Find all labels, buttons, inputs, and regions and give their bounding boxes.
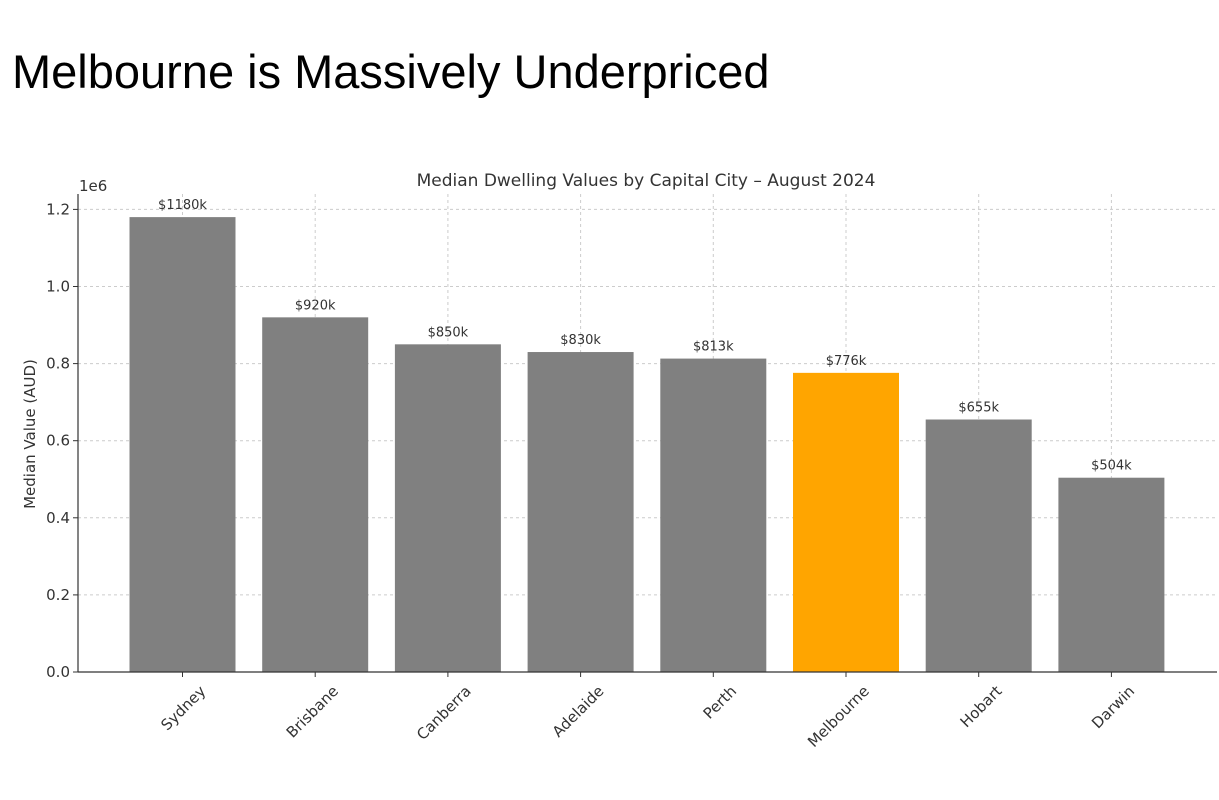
bar-hobart	[925, 419, 1032, 672]
grid-layer	[78, 193, 1217, 673]
y-tick-label: 0.2	[46, 586, 70, 604]
data-label: $776k	[826, 354, 867, 369]
y-tick-label: 0.6	[46, 432, 70, 450]
bar-sydney	[129, 217, 236, 673]
y-tick-label: 0.4	[46, 509, 70, 527]
y-tick-label: 1.0	[46, 278, 70, 296]
chart-title: Median Dwelling Values by Capital City –…	[417, 171, 876, 191]
y-axis-label: Median Value (AUD)	[21, 359, 39, 509]
x-tick-label: Hobart	[957, 682, 1006, 731]
data-label: $850k	[428, 325, 469, 340]
data-label: $813k	[693, 340, 734, 355]
bar-adelaide	[527, 352, 634, 672]
y-tick-label: 0.8	[46, 355, 70, 373]
x-tick-label: Brisbane	[283, 682, 342, 741]
x-tick-label: Adelaide	[549, 682, 608, 741]
data-label: $830k	[560, 333, 601, 348]
bar-layer: $1180k $920k $850k $830k $813k $776k $655k $504…	[129, 198, 1165, 673]
y-axis-offset-label: 1e6	[79, 177, 107, 195]
bar-darwin	[1058, 477, 1165, 672]
x-tick-label: Darwin	[1088, 682, 1138, 732]
x-tick-label: Sydney	[157, 682, 209, 734]
x-tick-label: Canberra	[413, 682, 475, 744]
bar-perth	[660, 358, 767, 672]
x-tick-label: Perth	[700, 682, 741, 723]
slide-title: Melbourne is Massively Underpriced	[12, 45, 770, 98]
data-label: $920k	[295, 298, 336, 313]
data-label: $1180k	[158, 198, 207, 213]
x-tick-label: Melbourne	[804, 682, 873, 751]
data-label: $504k	[1091, 459, 1132, 474]
y-tick-label: 1.2	[46, 200, 70, 218]
bar-canberra	[394, 344, 501, 672]
y-tick-label: 0.0	[46, 663, 70, 681]
bar-melbourne	[793, 372, 899, 672]
bar-brisbane	[262, 317, 369, 672]
data-label: $655k	[958, 400, 999, 415]
